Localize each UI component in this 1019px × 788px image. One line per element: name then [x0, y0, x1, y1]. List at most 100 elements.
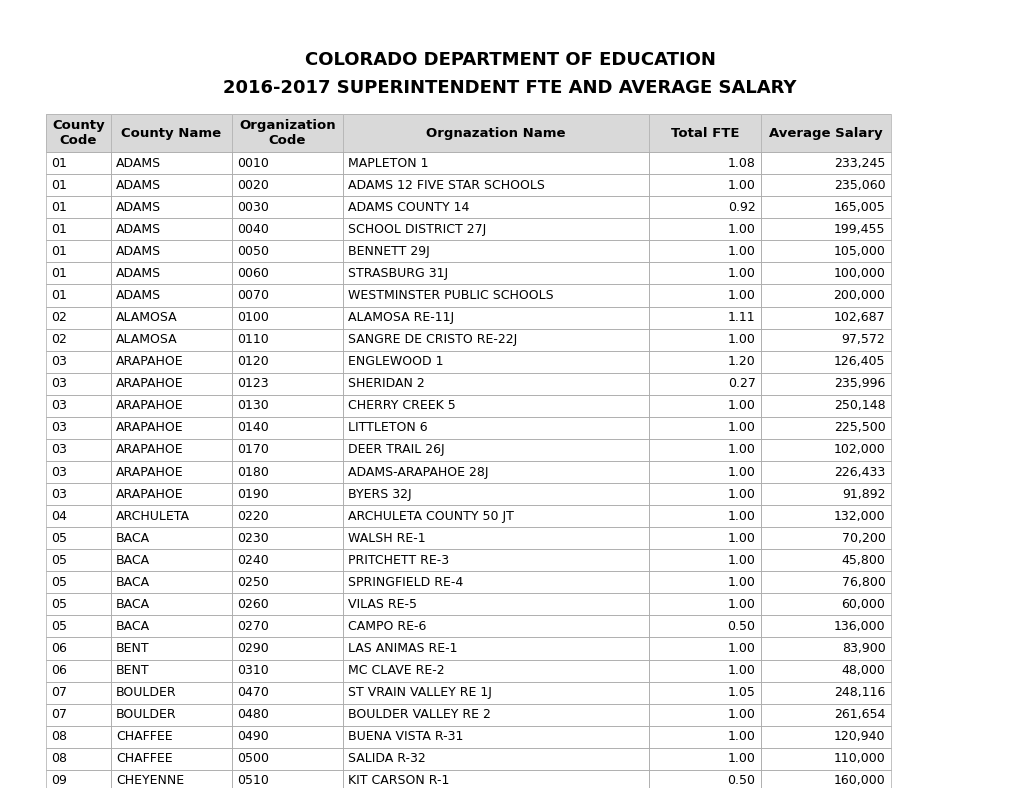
Bar	[342, 726, 649, 748]
Bar	[111, 726, 231, 748]
Text: CHAFFEE: CHAFFEE	[116, 753, 172, 765]
Text: ARAPAHOE: ARAPAHOE	[116, 377, 183, 390]
Bar	[649, 417, 760, 439]
Bar	[46, 505, 111, 527]
Text: 0260: 0260	[236, 598, 268, 611]
Bar	[760, 571, 890, 593]
Text: ADAMS 12 FIVE STAR SCHOOLS: ADAMS 12 FIVE STAR SCHOOLS	[347, 179, 544, 191]
Bar	[111, 196, 231, 218]
Text: 233,245: 233,245	[834, 157, 884, 169]
Bar	[46, 704, 111, 726]
Text: ADAMS-ARAPAHOE 28J: ADAMS-ARAPAHOE 28J	[347, 466, 488, 478]
Bar	[760, 152, 890, 174]
Bar	[760, 114, 890, 152]
Bar	[46, 417, 111, 439]
Bar	[231, 262, 342, 284]
Bar	[231, 593, 342, 615]
Text: 0230: 0230	[236, 532, 268, 545]
Bar	[111, 439, 231, 461]
Text: CAMPO RE-6: CAMPO RE-6	[347, 620, 426, 633]
Bar	[111, 240, 231, 262]
Bar	[342, 307, 649, 329]
Text: 250,148: 250,148	[833, 400, 884, 412]
Text: MC CLAVE RE-2: MC CLAVE RE-2	[347, 664, 444, 677]
Bar	[46, 395, 111, 417]
Text: 0490: 0490	[236, 730, 268, 743]
Bar	[342, 351, 649, 373]
Text: BACA: BACA	[116, 532, 150, 545]
Bar	[760, 351, 890, 373]
Bar	[111, 704, 231, 726]
Text: ADAMS: ADAMS	[116, 289, 161, 302]
Bar	[760, 307, 890, 329]
Text: 0190: 0190	[236, 488, 268, 500]
Text: 1.00: 1.00	[727, 179, 755, 191]
Text: 1.00: 1.00	[727, 510, 755, 522]
Text: 0270: 0270	[236, 620, 268, 633]
Text: 1.00: 1.00	[727, 730, 755, 743]
Bar	[342, 704, 649, 726]
Bar	[342, 114, 649, 152]
Bar	[111, 505, 231, 527]
Bar	[342, 373, 649, 395]
Text: 0240: 0240	[236, 554, 268, 567]
Bar	[342, 329, 649, 351]
Bar	[649, 329, 760, 351]
Text: 05: 05	[51, 620, 67, 633]
Text: 105,000: 105,000	[833, 245, 884, 258]
Text: County
Code: County Code	[52, 119, 105, 147]
Text: 0220: 0220	[236, 510, 268, 522]
Text: 0060: 0060	[236, 267, 268, 280]
Bar	[46, 637, 111, 660]
Bar	[760, 593, 890, 615]
Bar	[342, 660, 649, 682]
Text: 0100: 0100	[236, 311, 268, 324]
Bar	[760, 726, 890, 748]
Bar	[46, 174, 111, 196]
Text: 01: 01	[51, 245, 67, 258]
Text: 03: 03	[51, 422, 67, 434]
Bar	[649, 196, 760, 218]
Bar	[46, 152, 111, 174]
Bar	[231, 439, 342, 461]
Text: DEER TRAIL 26J: DEER TRAIL 26J	[347, 444, 444, 456]
Text: 0020: 0020	[236, 179, 268, 191]
Bar	[649, 505, 760, 527]
Bar	[111, 114, 231, 152]
Bar	[46, 196, 111, 218]
Text: 0500: 0500	[236, 753, 268, 765]
Text: 08: 08	[51, 730, 67, 743]
Text: 1.00: 1.00	[727, 333, 755, 346]
Text: 05: 05	[51, 554, 67, 567]
Text: 102,687: 102,687	[833, 311, 884, 324]
Bar	[231, 196, 342, 218]
Text: 0010: 0010	[236, 157, 268, 169]
Bar	[111, 483, 231, 505]
Text: 1.08: 1.08	[727, 157, 755, 169]
Bar	[111, 329, 231, 351]
Text: 226,433: 226,433	[834, 466, 884, 478]
Bar	[342, 417, 649, 439]
Bar	[231, 527, 342, 549]
Text: 0.92: 0.92	[727, 201, 755, 214]
Bar	[111, 174, 231, 196]
Bar	[111, 373, 231, 395]
Bar	[231, 395, 342, 417]
Bar	[231, 660, 342, 682]
Bar	[231, 114, 342, 152]
Bar	[46, 770, 111, 788]
Text: 248,116: 248,116	[834, 686, 884, 699]
Bar	[649, 395, 760, 417]
Bar	[231, 461, 342, 483]
Text: 04: 04	[51, 510, 67, 522]
Bar	[760, 549, 890, 571]
Bar	[760, 527, 890, 549]
Bar	[649, 593, 760, 615]
Bar	[46, 483, 111, 505]
Text: 120,940: 120,940	[834, 730, 884, 743]
Text: STRASBURG 31J: STRASBURG 31J	[347, 267, 447, 280]
Bar	[231, 637, 342, 660]
Text: 160,000: 160,000	[833, 775, 884, 787]
Text: 261,654: 261,654	[834, 708, 884, 721]
Text: 97,572: 97,572	[841, 333, 884, 346]
